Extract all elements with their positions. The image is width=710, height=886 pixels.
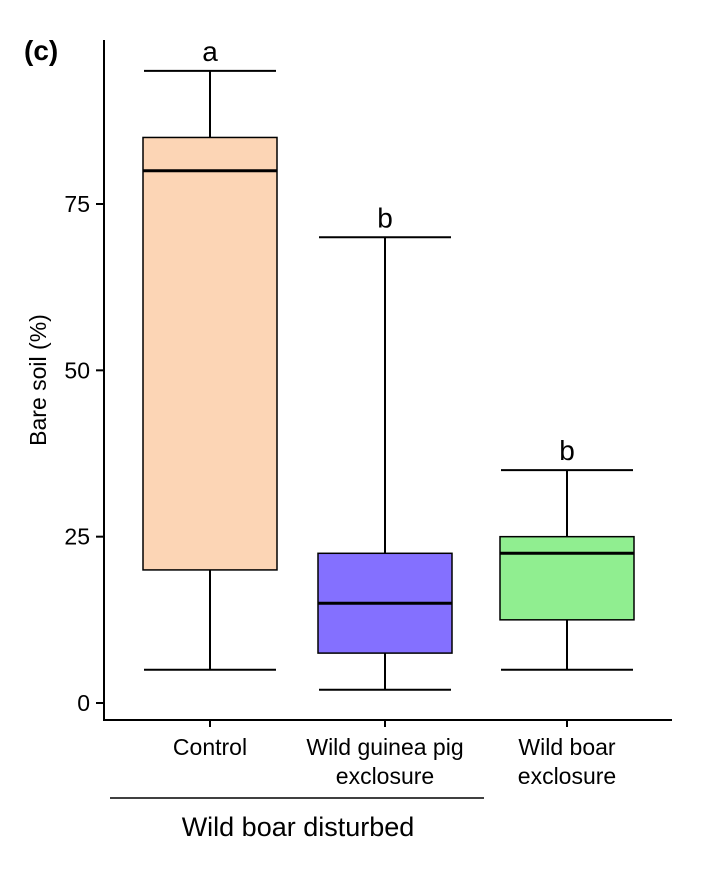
x-category-label: exclosure bbox=[518, 763, 616, 789]
significance-letter: b bbox=[377, 202, 393, 233]
y-tick-label: 50 bbox=[64, 357, 90, 383]
y-axis-label: Bare soil (%) bbox=[25, 314, 51, 446]
x-category-label: Wild boar bbox=[518, 734, 615, 760]
x-category-label: Wild guinea pig bbox=[306, 734, 463, 760]
significance-letter: a bbox=[202, 36, 218, 67]
group-label: Wild boar disturbed bbox=[182, 812, 415, 842]
plot-area: 0 25 50 75 a Control b Wild guinea pig exclosure… bbox=[64, 36, 635, 789]
box-3: b bbox=[499, 435, 635, 671]
y-tick-label: 0 bbox=[77, 690, 90, 716]
iqr-box bbox=[142, 136, 278, 571]
x-category-label: Control bbox=[173, 734, 247, 760]
box-1: a bbox=[142, 36, 278, 671]
y-tick-label: 25 bbox=[64, 524, 90, 550]
panel-label: (c) bbox=[24, 35, 58, 66]
x-category-label: exclosure bbox=[336, 763, 434, 789]
significance-letter: b bbox=[559, 435, 575, 466]
box-2: b bbox=[317, 202, 453, 691]
iqr-box bbox=[499, 535, 635, 621]
y-tick-label: 75 bbox=[64, 191, 90, 217]
